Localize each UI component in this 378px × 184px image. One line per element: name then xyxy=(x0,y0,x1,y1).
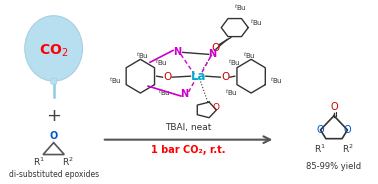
Text: R$^2$: R$^2$ xyxy=(342,142,354,155)
Text: TBAI, neat: TBAI, neat xyxy=(165,123,212,132)
Text: $^t$Bu: $^t$Bu xyxy=(270,75,283,86)
Text: O: O xyxy=(50,131,58,141)
Text: O: O xyxy=(317,125,324,135)
Text: O: O xyxy=(213,103,220,112)
Text: $^t$Bu: $^t$Bu xyxy=(228,57,241,68)
Text: R$^1$: R$^1$ xyxy=(314,142,326,155)
Text: R$^1$: R$^1$ xyxy=(33,155,45,168)
Text: La: La xyxy=(191,70,206,83)
Text: $^t$Bu: $^t$Bu xyxy=(155,57,168,68)
Text: O: O xyxy=(221,72,229,82)
Text: $^t$Bu: $^t$Bu xyxy=(109,75,122,86)
Text: di-substituted epoxides: di-substituted epoxides xyxy=(9,170,99,179)
Text: $^t$Bu: $^t$Bu xyxy=(225,86,238,98)
Text: N: N xyxy=(173,47,181,57)
Ellipse shape xyxy=(25,16,82,81)
Text: $^t$Bu: $^t$Bu xyxy=(158,86,171,98)
Text: $^t$Bu: $^t$Bu xyxy=(249,17,262,28)
Text: O: O xyxy=(344,125,351,135)
Text: O: O xyxy=(163,72,172,82)
Text: O: O xyxy=(211,43,220,53)
Text: N: N xyxy=(209,49,217,59)
Text: $^t$Bu: $^t$Bu xyxy=(234,2,247,13)
Text: 1 bar CO₂, r.t.: 1 bar CO₂, r.t. xyxy=(151,145,226,155)
Text: R$^2$: R$^2$ xyxy=(62,155,74,168)
Text: +: + xyxy=(46,107,61,125)
Text: $^t$Bu: $^t$Bu xyxy=(136,50,149,61)
Text: $^t$Bu: $^t$Bu xyxy=(243,50,256,61)
Text: N: N xyxy=(181,89,189,99)
Text: O: O xyxy=(330,102,338,112)
Text: 85-99% yield: 85-99% yield xyxy=(307,162,361,171)
FancyBboxPatch shape xyxy=(51,78,57,84)
Text: CO$_2$: CO$_2$ xyxy=(39,42,68,59)
